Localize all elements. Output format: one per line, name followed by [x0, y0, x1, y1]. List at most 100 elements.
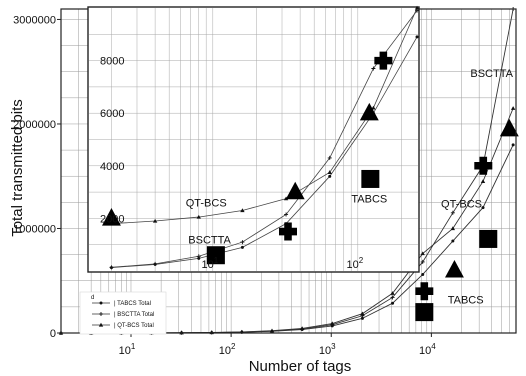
inset-data-point: [240, 245, 244, 249]
legend-entries: | TABCS Total | BSCTTA Total | QT-BCS Tota…: [92, 301, 154, 329]
data-point: [420, 251, 425, 256]
highlight-marker-plus: [474, 156, 493, 175]
series-annotation: TABCS: [448, 295, 484, 307]
inset-highlight-marker-square: [206, 246, 225, 265]
inset-data-point: [414, 5, 420, 10]
inset-data-point: [196, 214, 201, 219]
x-tick-exponent: 2: [231, 342, 236, 351]
x-tick-label: 104: [419, 342, 436, 357]
data-point: [330, 321, 335, 326]
inset-data-point: [196, 254, 201, 259]
data-point: [391, 301, 395, 305]
inset-data-point: [240, 240, 245, 245]
inset-annotations: QT-BCS BSCTTA TABCS: [186, 194, 388, 247]
x-tick-exponent: 1: [131, 342, 136, 351]
data-point: [269, 328, 275, 333]
inset-data-point: [153, 261, 158, 266]
x-tick-label: 101: [119, 342, 136, 357]
inset-data-point: [283, 196, 289, 201]
data-point: [510, 106, 516, 110]
inset-x-tick-exponent: 1: [214, 256, 219, 265]
inset-data-point: [109, 265, 114, 270]
x-tick-exponent: 4: [431, 342, 436, 351]
inset-y-tick-label: 4000: [100, 161, 124, 173]
y-tick-label: 2000000: [13, 119, 56, 131]
series-annotation: BSCTTA: [470, 68, 513, 80]
inset-highlight-markers: [102, 51, 393, 265]
inset-highlight-marker-triangle: [285, 181, 305, 200]
highlight-marker-plus: [415, 282, 434, 301]
data-point: [480, 179, 486, 184]
data-point: [481, 206, 485, 210]
data-point: [421, 272, 425, 276]
y-tick-label: 0: [50, 328, 56, 340]
legend-entry: | QT-BCS Total: [114, 323, 154, 329]
data-point: [450, 210, 455, 215]
legend-entry: | BSCTTA Total: [114, 312, 154, 318]
inset-highlight-marker-plus: [374, 51, 393, 70]
inset-series-line: [111, 36, 418, 268]
inset-y-tick-label: 2000: [100, 213, 124, 225]
data-point: [390, 291, 395, 295]
inset-series-line: [111, 10, 418, 268]
x-tick-base: 10: [219, 345, 231, 357]
data-point: [420, 259, 425, 264]
inset-highlight-marker-square: [361, 169, 380, 188]
inset-y-tick-label: 8000: [100, 56, 124, 68]
x-tick-base: 10: [319, 345, 331, 357]
inset-data-point: [197, 256, 201, 260]
data-point: [360, 316, 364, 320]
y-tick-label: 3000000: [13, 14, 56, 26]
y-tick-label: 1000000: [13, 223, 56, 235]
main-annotations: BSCTTA QT-BCS TABCS: [441, 68, 514, 307]
legend-entry: | TABCS Total: [114, 301, 151, 307]
inset-x-tick-exponent: 2: [359, 256, 364, 265]
inset-data-point: [415, 35, 419, 39]
inset-data-point: [371, 66, 376, 71]
highlight-marker-square: [479, 229, 498, 248]
legend: d | TABCS Total | BSCTTA Total | QT-BCS To…: [79, 291, 167, 335]
highlight-marker-triangle: [499, 118, 519, 137]
data-point: [450, 226, 456, 231]
inset-data-point: [327, 155, 332, 160]
inset-series-annotation: TABCS: [351, 194, 387, 206]
inset-data-point: [152, 218, 158, 223]
inset-x-tick-label: 102: [346, 256, 363, 271]
data-point: [511, 143, 515, 147]
x-tick-label: 102: [219, 342, 236, 357]
data-point: [390, 295, 395, 300]
y-axis-label: Total transmitted bits: [9, 99, 26, 237]
inset-data-point: [284, 212, 289, 217]
x-tick-exponent: 3: [331, 342, 336, 351]
inset-series-annotation: QT-BCS: [186, 198, 227, 210]
inset-y-tick-label: 6000: [100, 108, 124, 120]
x-tick-label: 103: [319, 342, 336, 357]
inset-data-point: [240, 208, 245, 213]
legend-marker: [98, 322, 104, 327]
inset-highlight-marker-triangle: [359, 102, 379, 121]
main-highlight-markers: [415, 118, 519, 322]
highlight-marker-triangle: [445, 259, 464, 278]
legend-marker: [99, 312, 103, 316]
x-axis-label: Number of tags: [249, 358, 352, 375]
data-point: [299, 326, 305, 331]
inset-data-point: [327, 170, 332, 174]
x-tick-base: 10: [419, 345, 431, 357]
legend-marker: [99, 301, 103, 305]
legend-box: [79, 291, 167, 335]
legend-symbol: d: [91, 295, 94, 301]
inset-data-point: [328, 174, 332, 178]
data-point: [451, 239, 455, 243]
inset-x-tick-label: 101: [201, 256, 218, 271]
inset-series-annotation: BSCTTA: [188, 234, 231, 246]
x-tick-base: 10: [119, 345, 131, 357]
inset-x-tick-base: 10: [201, 259, 213, 271]
data-point: [360, 311, 365, 316]
inset-highlight-marker-triangle: [102, 208, 121, 226]
series-annotation: QT-BCS: [441, 199, 482, 211]
inset-gridlines: [89, 8, 418, 271]
